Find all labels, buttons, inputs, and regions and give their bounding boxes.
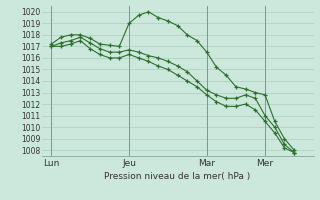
X-axis label: Pression niveau de la mer( hPa ): Pression niveau de la mer( hPa ) <box>104 172 251 181</box>
